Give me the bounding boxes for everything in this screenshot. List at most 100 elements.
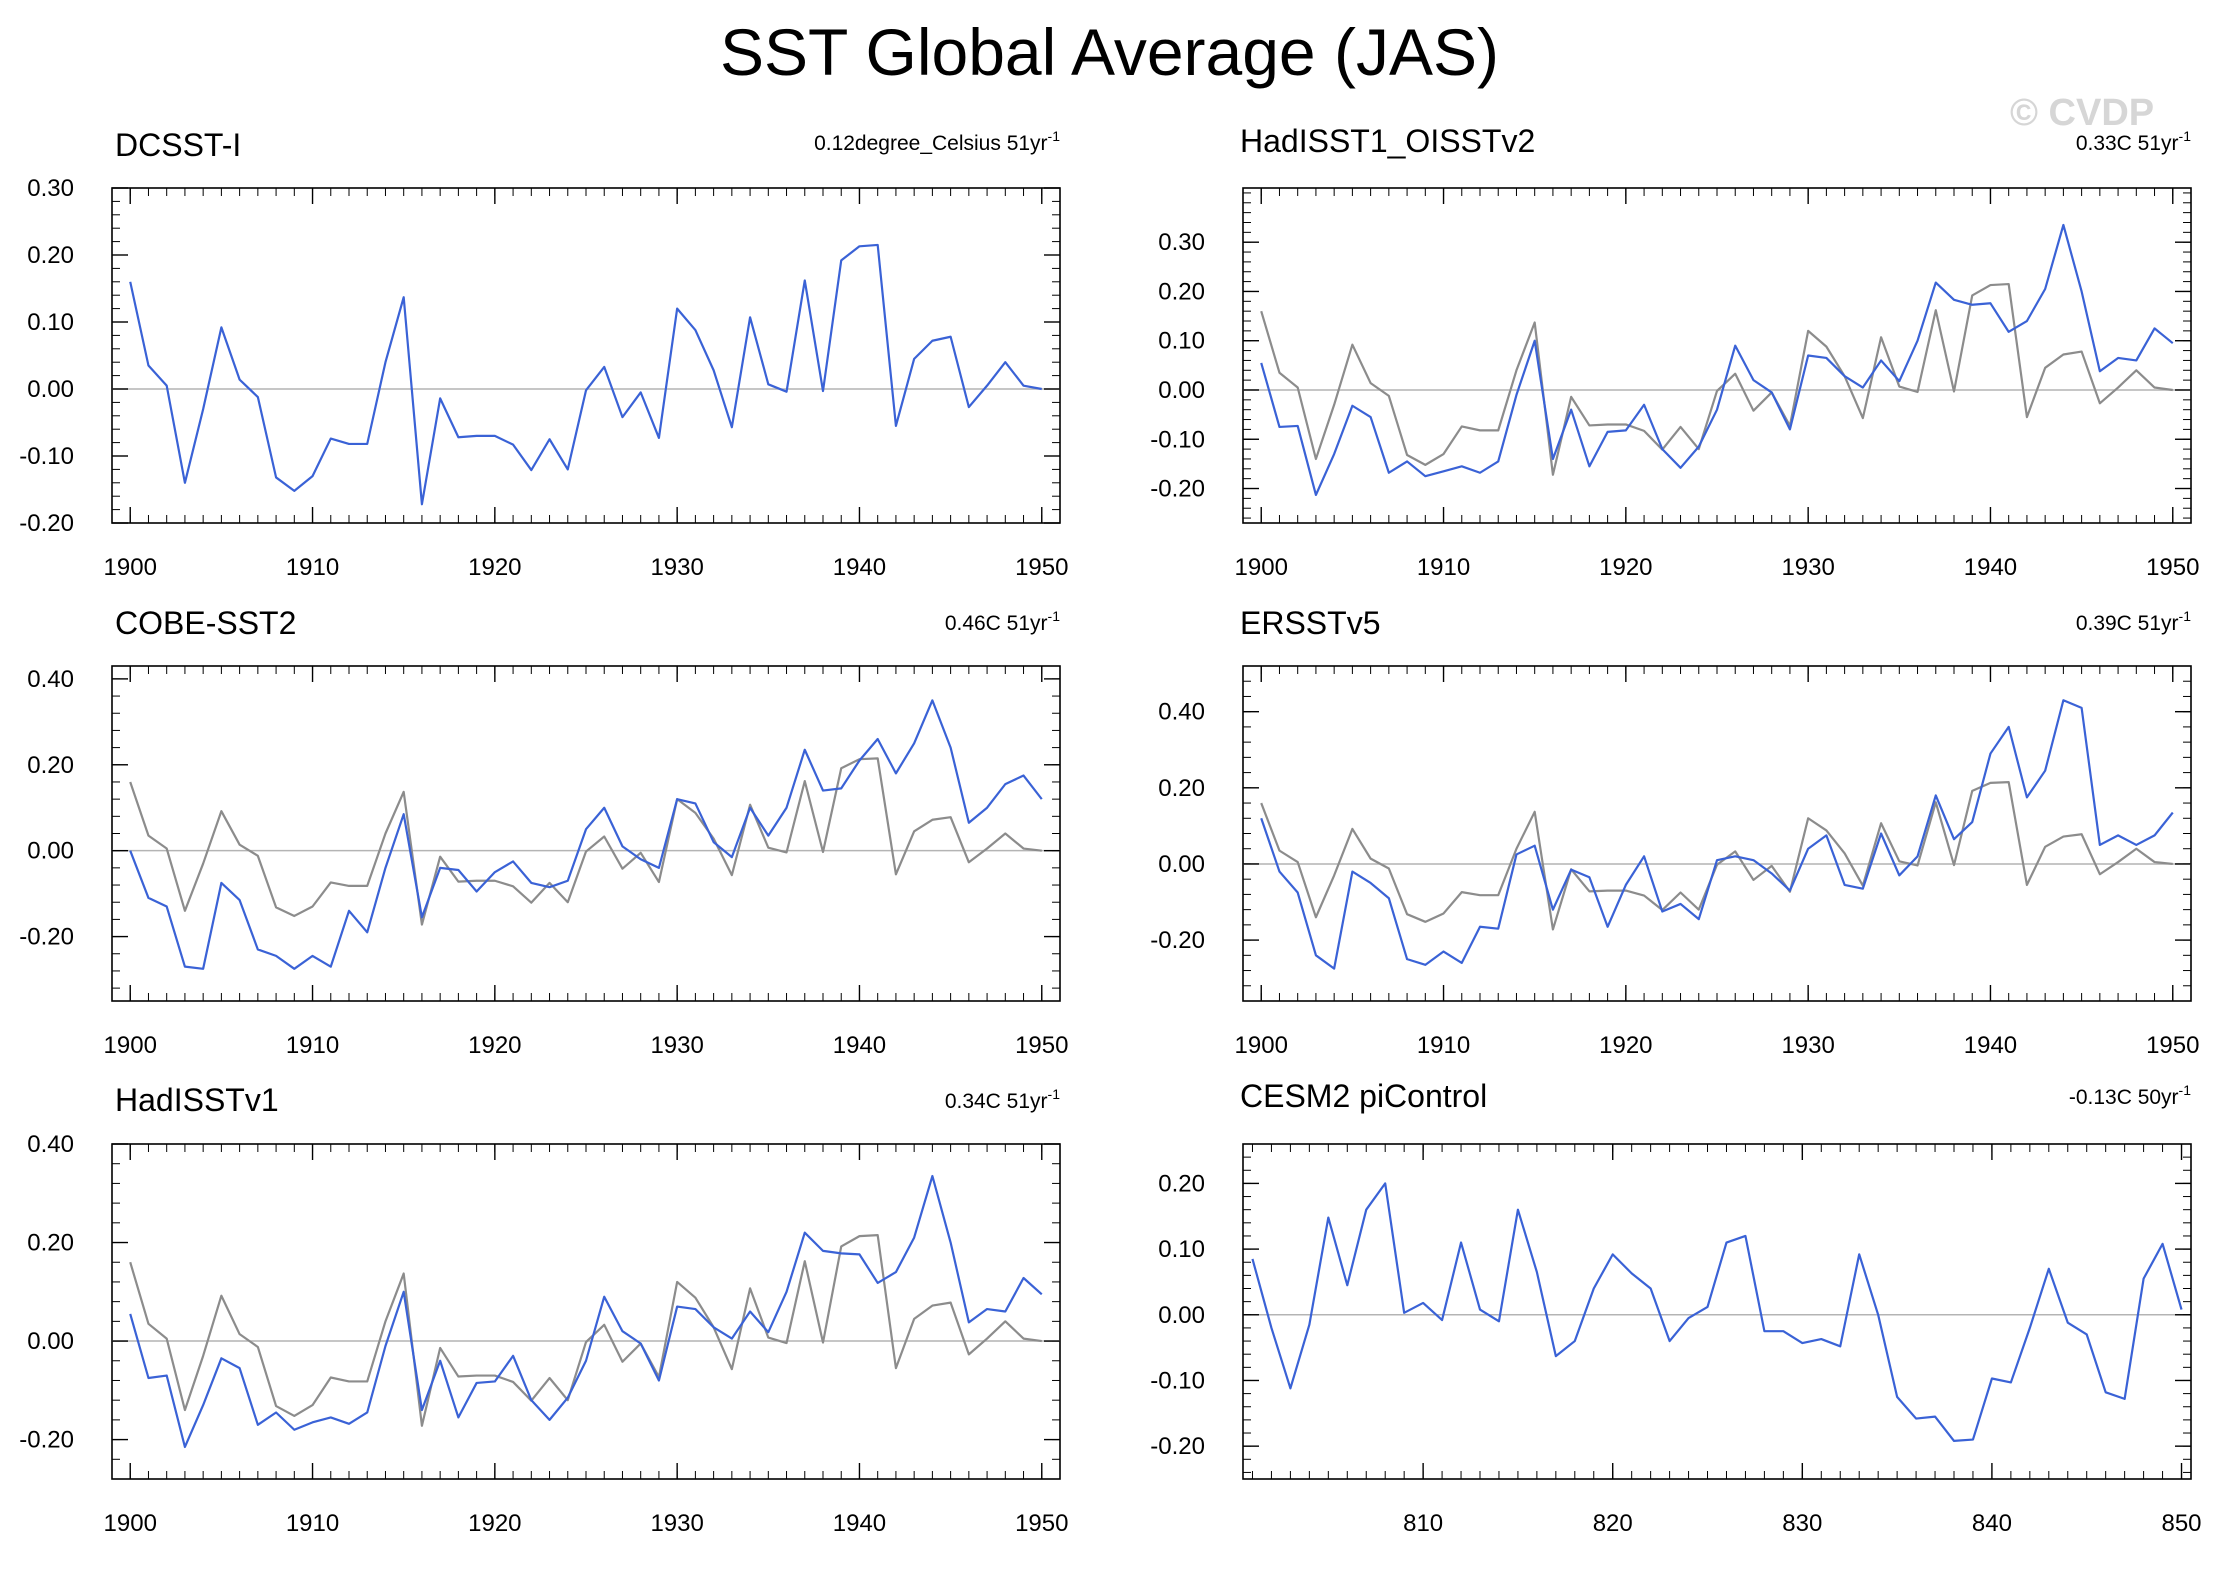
y-tick-label: 0.00	[27, 376, 74, 403]
series-line	[1260, 699, 2174, 970]
panel-title: COBE-SST2	[115, 605, 296, 641]
x-tick-label: 810	[1403, 1510, 1443, 1537]
plot-frame	[111, 665, 1061, 1002]
y-tick-label: 0.00	[1158, 1302, 1205, 1329]
y-tick-label: -0.10	[1150, 1367, 1205, 1394]
y-tick-label: 0.30	[27, 175, 74, 202]
x-tick-label: 1940	[833, 1510, 886, 1537]
x-tick-label: 1940	[833, 554, 886, 581]
panel-cobe-sst2: COBE-SST2 0.46C 51yr-1 -0.20 0.00 0.20 0.40…	[19, 605, 1068, 1059]
x-tick-label: 1950	[1015, 1032, 1068, 1059]
panel-title: ERSSTv5	[1240, 605, 1380, 641]
y-tick-label: -0.20	[1150, 927, 1205, 954]
x-tick-label: 1950	[1015, 554, 1068, 581]
plot-frame	[1242, 187, 2192, 524]
x-tick-label: 840	[1972, 1510, 2012, 1537]
panel-title: HadISSTv1	[115, 1082, 279, 1118]
y-tick-label: -0.20	[1150, 1433, 1205, 1460]
series-line	[129, 1174, 1043, 1449]
y-tick-label: -0.10	[1150, 426, 1205, 453]
series-line	[129, 243, 1042, 506]
x-tick-label: 1900	[1235, 1032, 1288, 1059]
y-tick-label: 0.20	[1158, 1170, 1205, 1197]
y-tick-label: 0.20	[1158, 775, 1205, 802]
y-tick-label: 0.20	[27, 242, 74, 269]
panel-trend: 0.46C 51yr-1	[945, 608, 1060, 635]
series-line	[129, 699, 1043, 970]
x-tick-label: 1930	[1781, 554, 1834, 581]
reference-series-line	[129, 1234, 1042, 1427]
panel-dcsst-i: DCSST-I 0.12degree_Celsius 51yr-1 -0.20 -…	[19, 127, 1068, 581]
panel-cesm2-picontrol: CESM2 piControl -0.13C 50yr-1 -0.20 -0.10…	[1150, 1078, 2201, 1537]
y-tick-label: 0.40	[1158, 699, 1205, 726]
x-tick-label: 1920	[468, 554, 521, 581]
x-tick-label: 1900	[104, 1510, 157, 1537]
plot-frame	[1242, 1143, 2192, 1480]
panel-hadisst1-oisstv2: HadISST1_OISSTv2 0.33C 51yr-1 -0.20 -0.10…	[1150, 123, 2199, 581]
x-tick-label: 1920	[468, 1510, 521, 1537]
y-tick-label: -0.20	[1150, 476, 1205, 503]
x-tick-label: 1910	[286, 554, 339, 581]
plot-frame	[1242, 665, 2192, 1002]
x-tick-label: 1930	[1781, 1032, 1834, 1059]
x-tick-label: 830	[1782, 1510, 1822, 1537]
x-tick-label: 1930	[650, 1032, 703, 1059]
panel-ersstv5: ERSSTv5 0.39C 51yr-1 -0.20 0.00 0.20 0.40 19…	[1150, 605, 2199, 1059]
x-tick-label: 1910	[1417, 554, 1470, 581]
x-tick-label: 1910	[1417, 1032, 1470, 1059]
panel-trend: 0.39C 51yr-1	[2076, 608, 2191, 635]
panel-trend: 0.34C 51yr-1	[945, 1086, 1060, 1113]
reference-series-line	[129, 757, 1042, 926]
x-tick-label: 1940	[833, 1032, 886, 1059]
reference-series-line	[1260, 781, 2173, 931]
y-tick-label: -0.20	[19, 924, 74, 951]
x-tick-label: 1910	[286, 1032, 339, 1059]
y-tick-label: 0.00	[1158, 377, 1205, 404]
y-tick-label: 0.20	[27, 1230, 74, 1257]
y-tick-label: -0.20	[19, 510, 74, 537]
x-tick-label: 1920	[1599, 554, 1652, 581]
x-tick-label: 1940	[1964, 1032, 2017, 1059]
panel-trend: 0.33C 51yr-1	[2076, 128, 2191, 155]
series-line	[1260, 223, 2174, 497]
x-tick-label: 1950	[1015, 1510, 1068, 1537]
watermark: © CVDP	[2010, 92, 2155, 134]
y-tick-label: 0.00	[1158, 851, 1205, 878]
y-tick-label: 0.10	[27, 309, 74, 336]
y-tick-label: 0.00	[27, 1328, 74, 1355]
page-title: SST Global Average (JAS)	[720, 15, 1499, 89]
reference-series-line	[1260, 282, 2173, 476]
y-tick-label: 0.00	[27, 838, 74, 865]
y-tick-label: 0.20	[27, 752, 74, 779]
y-tick-label: 0.40	[27, 1131, 74, 1158]
panel-hadisstv1: HadISSTv1 0.34C 51yr-1 -0.20 0.00 0.20 0.40…	[19, 1082, 1068, 1537]
x-tick-label: 1900	[104, 554, 157, 581]
y-tick-label: 0.30	[1158, 229, 1205, 256]
x-tick-label: 1930	[650, 554, 703, 581]
y-tick-label: -0.10	[19, 443, 74, 470]
y-tick-label: 0.40	[27, 666, 74, 693]
x-tick-label: 850	[2161, 1510, 2201, 1537]
x-tick-label: 1910	[286, 1510, 339, 1537]
panel-title: CESM2 piControl	[1240, 1078, 1487, 1114]
x-tick-label: 1920	[468, 1032, 521, 1059]
x-tick-label: 1940	[1964, 554, 2017, 581]
x-tick-label: 1930	[650, 1510, 703, 1537]
panel-trend: 0.12degree_Celsius 51yr-1	[814, 128, 1060, 155]
y-tick-label: 0.20	[1158, 278, 1205, 305]
y-tick-label: 0.10	[1158, 1236, 1205, 1263]
x-tick-label: 1950	[2146, 554, 2199, 581]
x-tick-label: 1950	[2146, 1032, 2199, 1059]
panel-title: HadISST1_OISSTv2	[1240, 123, 1535, 159]
x-tick-label: 820	[1593, 1510, 1633, 1537]
plot-frame	[111, 1143, 1061, 1480]
panel-trend: -0.13C 50yr-1	[2069, 1082, 2191, 1109]
x-tick-label: 1920	[1599, 1032, 1652, 1059]
x-tick-label: 1900	[104, 1032, 157, 1059]
x-tick-label: 1900	[1235, 554, 1288, 581]
panel-title: DCSST-I	[115, 127, 241, 163]
y-tick-label: 0.10	[1158, 328, 1205, 355]
series-line	[1251, 1182, 2183, 1443]
y-tick-label: -0.20	[19, 1427, 74, 1454]
